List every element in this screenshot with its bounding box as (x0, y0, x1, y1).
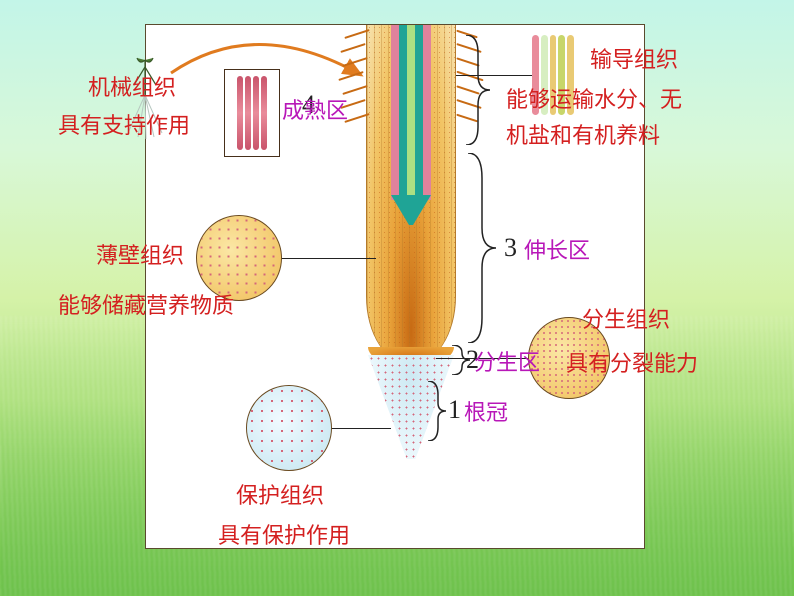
protective-inset (246, 385, 332, 471)
brace-elongation (462, 153, 502, 343)
parenchyma-desc: 能够储藏营养物质 (58, 288, 234, 320)
vascular-title: 输导组织 (590, 42, 678, 74)
vascular-desc2: 机盐和有机养料 (506, 118, 660, 150)
zone1-num: 1 (448, 395, 461, 425)
parenchyma-title: 薄壁组织 (96, 238, 184, 270)
line-parenchyma (281, 258, 376, 259)
zone2-label: 分生区 (474, 345, 540, 377)
meristematic-desc: 具有分裂能力 (566, 346, 698, 378)
fiber-inset (224, 69, 280, 157)
zone3-label: 伸长区 (524, 233, 590, 265)
vascular-desc1: 能够运输水分、无 (506, 82, 682, 114)
protective-desc: 具有保护作用 (218, 518, 350, 550)
stele-strip (391, 25, 431, 200)
zone1-label: 根冠 (464, 395, 508, 427)
protective-title: 保护组织 (236, 478, 324, 510)
mechanical-title: 机械组织 (88, 70, 176, 102)
meristematic-title: 分生组织 (582, 302, 670, 334)
zone4-label: 成熟区 (282, 93, 348, 125)
zone3-num: 3 (504, 233, 517, 263)
brace-mature (460, 35, 496, 145)
line-protective (331, 428, 391, 429)
mechanical-desc: 具有支持作用 (58, 108, 190, 140)
